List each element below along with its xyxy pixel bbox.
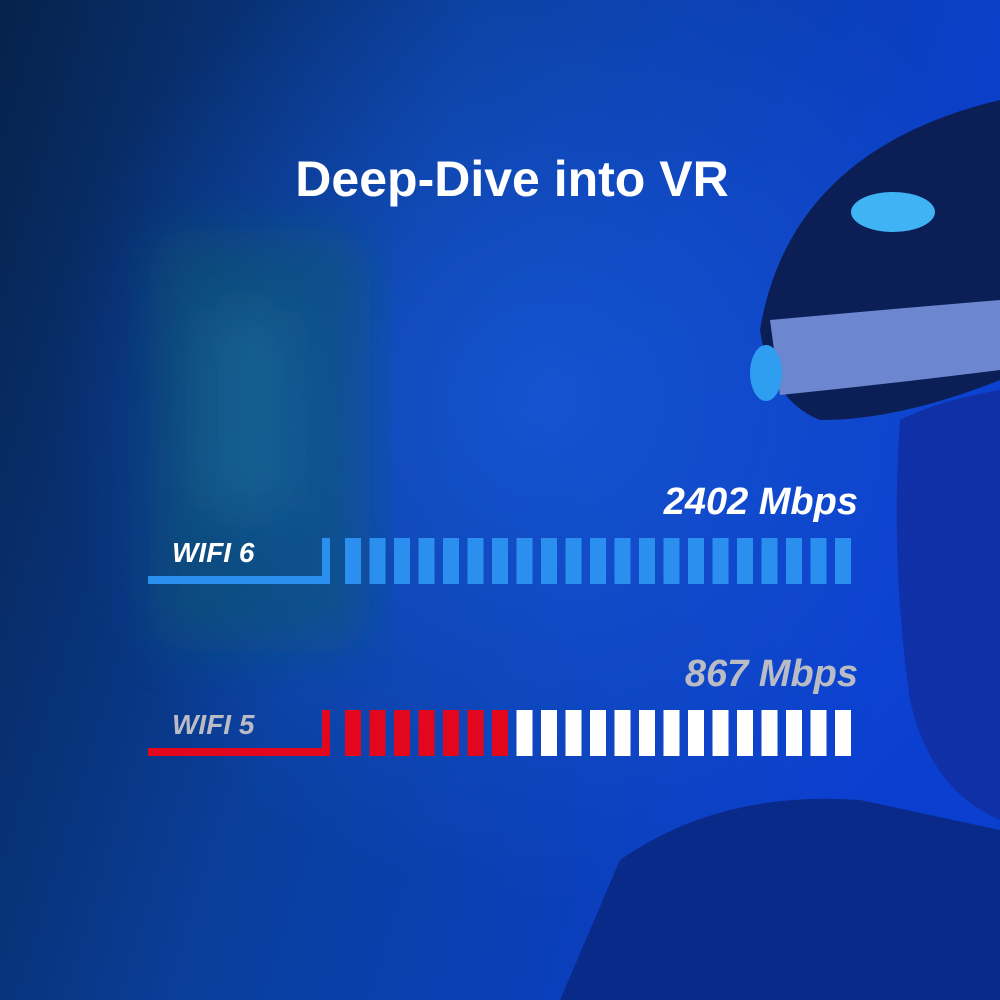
bar-segment xyxy=(516,710,533,756)
bar-segment xyxy=(761,710,778,756)
bar-segment xyxy=(394,710,410,756)
bar-segment xyxy=(663,538,680,584)
bar-segment xyxy=(418,538,435,584)
bar-segment xyxy=(688,538,704,584)
bar-segment xyxy=(614,710,631,756)
bar-segment xyxy=(786,710,802,756)
bar-segment xyxy=(467,710,484,756)
bar-segment xyxy=(810,538,827,584)
bar-segment xyxy=(590,538,606,584)
vr-user xyxy=(560,100,1000,1000)
connector-line xyxy=(148,538,330,584)
bar-segment xyxy=(614,538,631,584)
bar-segment xyxy=(345,538,361,584)
speed-row: 2402 Mbps WIFI 6 xyxy=(148,481,858,584)
bar-segment xyxy=(443,538,459,584)
bar-segment xyxy=(418,710,435,756)
bar-segment xyxy=(761,538,778,584)
speed-label: 2402 Mbps xyxy=(663,481,858,523)
bar-segment xyxy=(492,710,508,756)
bar-segment xyxy=(737,710,753,756)
bar-segment xyxy=(345,710,361,756)
bar-segment xyxy=(663,710,680,756)
bar-segment xyxy=(810,710,827,756)
bar-segment xyxy=(492,538,508,584)
bar-segment xyxy=(712,710,729,756)
speed-label: 867 Mbps xyxy=(685,653,858,695)
bar-segment xyxy=(369,538,386,584)
bar-segment xyxy=(786,538,802,584)
wifi-label: WIFI 6 xyxy=(172,537,255,568)
speed-comparison: 2402 Mbps WIFI 6 867 Mbps WIFI 5 xyxy=(148,481,858,756)
bar-segment xyxy=(712,538,729,584)
speed-row: 867 Mbps WIFI 5 xyxy=(148,653,858,756)
connector-line xyxy=(148,710,330,756)
bar-segment xyxy=(688,710,704,756)
bar-segment xyxy=(639,538,655,584)
bar-segment xyxy=(565,710,582,756)
bar-segment xyxy=(394,538,410,584)
title: Deep-Dive into VR xyxy=(295,151,728,207)
bar-segment xyxy=(541,538,557,584)
bar-segment xyxy=(639,710,655,756)
bar-segment xyxy=(443,710,459,756)
bar-segment xyxy=(516,538,533,584)
blurred-backdrop xyxy=(150,230,370,650)
bar-segment xyxy=(467,538,484,584)
bar-segment xyxy=(737,538,753,584)
bar-segment xyxy=(835,710,851,756)
bar-segment xyxy=(565,538,582,584)
bar-segment xyxy=(369,710,386,756)
bar-segment xyxy=(590,710,606,756)
wifi-label: WIFI 5 xyxy=(172,709,255,740)
bar-segment xyxy=(541,710,557,756)
bar-segment xyxy=(835,538,851,584)
